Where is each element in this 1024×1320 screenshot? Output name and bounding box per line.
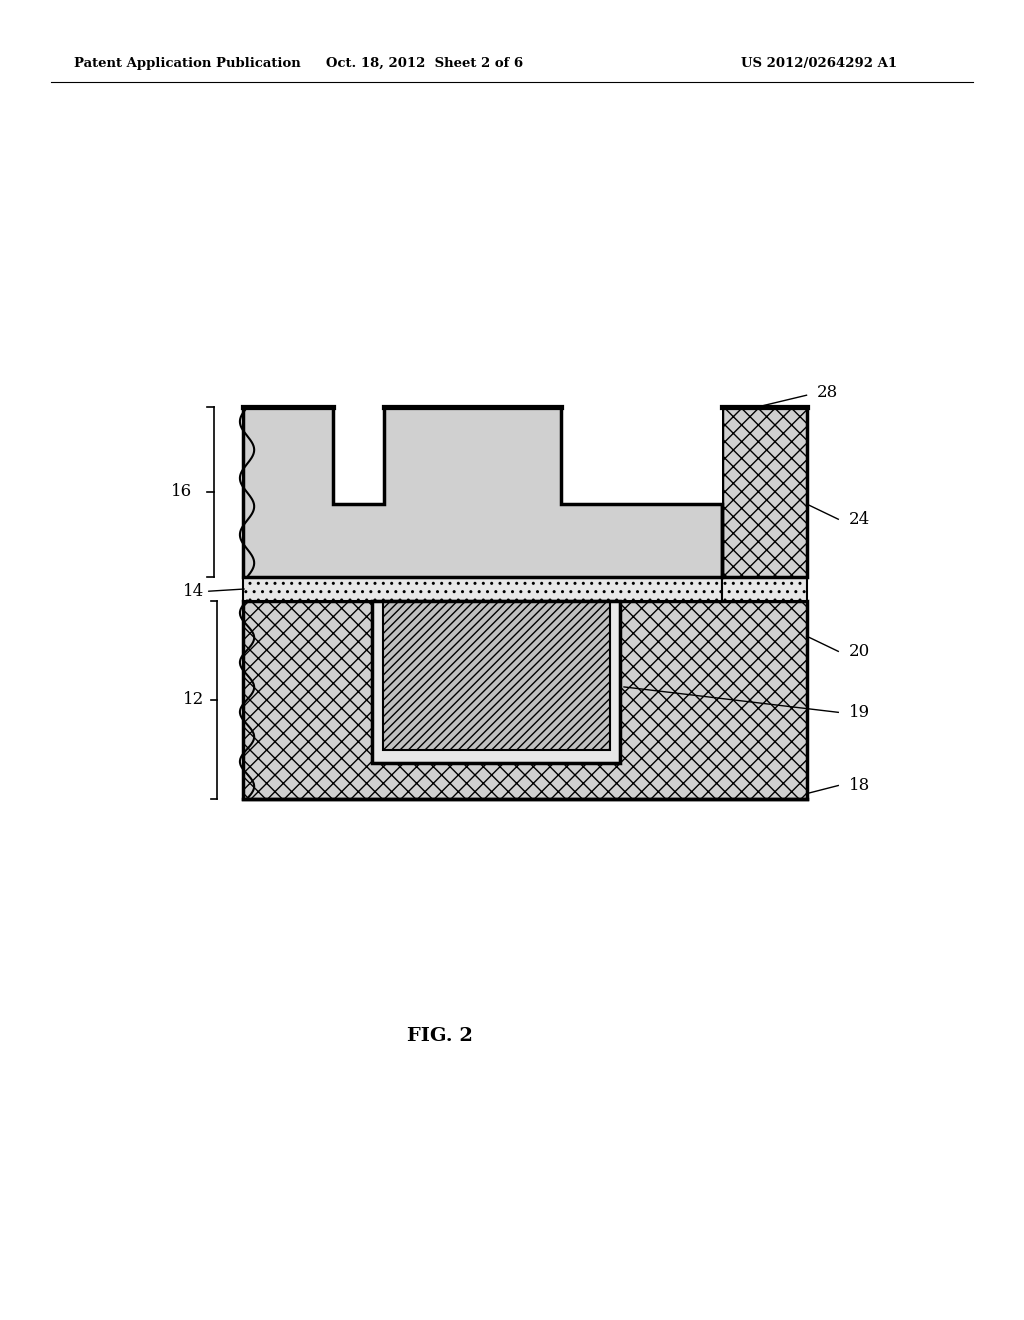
- Bar: [383, 601, 609, 750]
- Bar: [722, 577, 807, 601]
- Text: 12: 12: [182, 690, 204, 708]
- Bar: [373, 601, 621, 763]
- Bar: [560, 408, 722, 504]
- Text: 24: 24: [849, 511, 869, 528]
- Bar: [384, 408, 560, 504]
- Text: 14: 14: [182, 583, 204, 599]
- Text: 19: 19: [849, 704, 869, 721]
- Text: 18: 18: [849, 777, 869, 795]
- Text: US 2012/0264292 A1: US 2012/0264292 A1: [741, 57, 897, 70]
- Bar: [243, 601, 807, 799]
- Text: 20: 20: [849, 643, 869, 660]
- Bar: [243, 577, 722, 601]
- Bar: [243, 504, 722, 577]
- Bar: [333, 408, 384, 504]
- Text: 16: 16: [171, 483, 193, 500]
- Bar: [722, 408, 807, 577]
- Text: 28: 28: [817, 384, 838, 401]
- Bar: [243, 408, 333, 504]
- Text: Patent Application Publication: Patent Application Publication: [74, 57, 300, 70]
- Text: Oct. 18, 2012  Sheet 2 of 6: Oct. 18, 2012 Sheet 2 of 6: [327, 57, 523, 70]
- Text: FIG. 2: FIG. 2: [408, 1027, 473, 1045]
